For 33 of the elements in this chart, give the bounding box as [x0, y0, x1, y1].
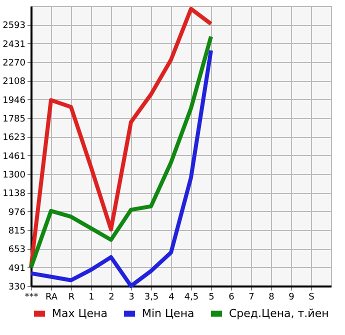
y-tick-label: 815: [8, 226, 26, 236]
y-tick-label: 2108: [2, 77, 26, 88]
x-tick-label: 4,5: [184, 292, 199, 302]
x-tick-label: 3,5: [144, 292, 159, 302]
x-tick-label: 6: [228, 292, 235, 302]
x-tick-label: R: [68, 292, 75, 302]
y-tick-label: 2270: [2, 58, 26, 68]
y-tick-label: 1946: [2, 96, 26, 106]
x-tick-label: 4: [168, 292, 175, 302]
y-tick-label: 1785: [2, 114, 26, 124]
x-tick-label: 5: [208, 292, 214, 302]
x-tick-label: 8: [268, 292, 275, 302]
x-tick-label: 1: [88, 292, 94, 302]
x-tick-label: ***: [24, 292, 39, 302]
x-tick-label: 3: [128, 292, 134, 302]
x-tick-label: RA: [45, 292, 58, 302]
x-tick-label: 7: [248, 292, 254, 302]
y-tick-label: 330: [8, 282, 26, 292]
legend-label: Max Цена: [52, 306, 108, 320]
x-tick-label: 2: [108, 292, 114, 302]
y-tick-label: 1300: [2, 170, 26, 180]
x-tick-label: S: [308, 292, 315, 302]
x-tick-label: 9: [288, 292, 295, 302]
y-tick-label: 2593: [2, 21, 26, 32]
y-tick-label: 976: [8, 208, 26, 218]
y-tick-label: 2431: [2, 40, 26, 50]
y-tick-label: 1461: [2, 152, 26, 162]
legend-label: Сред.Цена, т.йен: [229, 306, 329, 320]
y-tick-label: 1138: [2, 189, 26, 200]
y-tick-label: 491: [8, 264, 26, 274]
y-tick-label: 1623: [2, 133, 26, 144]
legend-label: Min Цена: [142, 306, 194, 320]
y-tick-label: 653: [8, 245, 26, 256]
